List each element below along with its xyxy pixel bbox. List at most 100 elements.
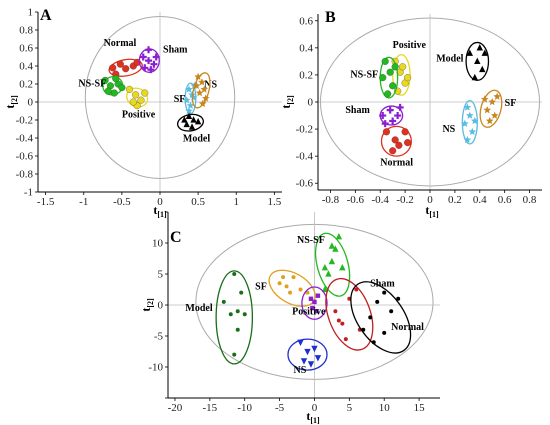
- data-point: [354, 287, 359, 292]
- data-point: [325, 270, 332, 277]
- group-label: Model: [185, 303, 212, 314]
- group-label: Model: [436, 53, 463, 64]
- data-point: [200, 85, 209, 93]
- data-point: [386, 68, 394, 76]
- data-point: [235, 327, 240, 332]
- y-axis-label: t[2]: [3, 95, 19, 109]
- data-point: [198, 99, 207, 108]
- y-tick-label: 0: [28, 97, 34, 109]
- group-model: Model: [185, 270, 254, 365]
- y-tick-label: 1: [28, 7, 34, 19]
- panel-b: -0.8 -0.6 -0.4 -0.2 0 0.2 0.4 0.6 0.8 -0.6 -0.4 -0.…: [279, 9, 542, 219]
- y-tick-label: -0.8: [16, 169, 34, 181]
- data-point: [381, 120, 389, 128]
- y-tick-label: -5: [154, 331, 164, 343]
- data-point: [284, 284, 289, 289]
- x-tick-label: -20: [168, 402, 183, 414]
- data-point: [404, 74, 412, 82]
- data-point: [112, 75, 120, 83]
- data-point: [386, 106, 394, 114]
- data-point: [391, 136, 399, 144]
- data-point: [194, 72, 202, 81]
- data-point: [328, 257, 336, 265]
- panel-a: -1.5 -1 -0.5 0 0.5 1 1.5 -1 -0.8 -0.6 -0.4 -0.2 0 0.2…: [3, 7, 282, 219]
- data-point: [232, 272, 237, 276]
- group-ellipse: [479, 89, 503, 128]
- data-point: [239, 290, 244, 295]
- data-point: [493, 92, 501, 100]
- y-tick-label: -0.4: [296, 151, 314, 163]
- group-label: NS: [294, 365, 307, 376]
- group-ns-sf: NS-SF: [78, 75, 126, 97]
- data-point: [379, 74, 387, 82]
- data-point: [291, 275, 296, 280]
- y-tick-label: -0.4: [16, 133, 34, 145]
- data-point: [152, 53, 160, 61]
- data-point: [300, 358, 308, 365]
- data-point: [186, 101, 195, 109]
- y-tick-label: 0: [308, 97, 314, 109]
- group-ellipse: [380, 125, 412, 157]
- data-point: [137, 96, 145, 104]
- data-point: [399, 63, 407, 71]
- data-point: [384, 90, 392, 98]
- data-point: [340, 321, 345, 326]
- data-point: [321, 264, 329, 271]
- data-point: [396, 296, 401, 301]
- group-ellipse: [465, 41, 490, 81]
- data-point: [232, 352, 237, 357]
- group-label: Normal: [380, 158, 413, 169]
- y-tick-label: 0.4: [299, 42, 313, 54]
- data-point: [480, 95, 489, 103]
- data-point: [395, 141, 403, 149]
- x-tick-label: 1.5: [268, 196, 282, 208]
- data-point: [339, 264, 346, 271]
- panel-label: A: [40, 7, 52, 24]
- data-point: [461, 119, 469, 127]
- data-point: [463, 103, 472, 111]
- data-point: [394, 112, 402, 120]
- data-point: [379, 112, 387, 120]
- y-tick-label: 0.2: [299, 69, 313, 81]
- x-tick-label: -0.2: [396, 194, 413, 206]
- x-tick-label: 0: [157, 196, 163, 208]
- data-point: [335, 233, 343, 240]
- data-point: [110, 89, 118, 97]
- group-ellipse: [126, 87, 149, 108]
- group-ns: NS: [287, 338, 328, 376]
- group-label: Normal: [391, 322, 424, 333]
- data-point: [483, 106, 492, 114]
- group-label: NS-SF: [350, 70, 378, 81]
- data-point: [389, 309, 394, 314]
- group-sf: SF: [174, 72, 211, 109]
- group-label: Model: [183, 134, 210, 145]
- group-model: Model: [436, 41, 490, 81]
- group-ellipse: [215, 270, 254, 365]
- data-point: [310, 305, 315, 311]
- y-tick-label: -0.2: [16, 115, 33, 127]
- group-ellipse: [314, 232, 351, 297]
- group-ellipse: [392, 53, 411, 96]
- data-point: [221, 299, 226, 304]
- data-point: [298, 287, 303, 292]
- y-tick-label: 0.4: [19, 61, 33, 73]
- group-label: NS: [442, 124, 455, 135]
- data-point: [389, 117, 397, 125]
- data-point: [481, 49, 488, 56]
- x-tick-label: -0.8: [322, 194, 340, 206]
- data-point: [185, 85, 193, 93]
- x-tick-label: 5: [347, 402, 353, 414]
- data-point: [490, 111, 499, 119]
- data-point: [476, 44, 483, 51]
- y-tick-label: 0.6: [299, 15, 313, 27]
- data-point: [188, 123, 196, 130]
- group-ns-sf: NS-SF: [297, 232, 351, 297]
- data-point: [145, 46, 153, 54]
- data-point: [471, 116, 479, 125]
- data-point: [361, 327, 366, 332]
- data-point: [288, 290, 293, 295]
- data-point: [314, 309, 319, 314]
- x-tick-label: 0.2: [448, 194, 462, 206]
- data-point: [242, 312, 247, 317]
- data-point: [382, 128, 390, 136]
